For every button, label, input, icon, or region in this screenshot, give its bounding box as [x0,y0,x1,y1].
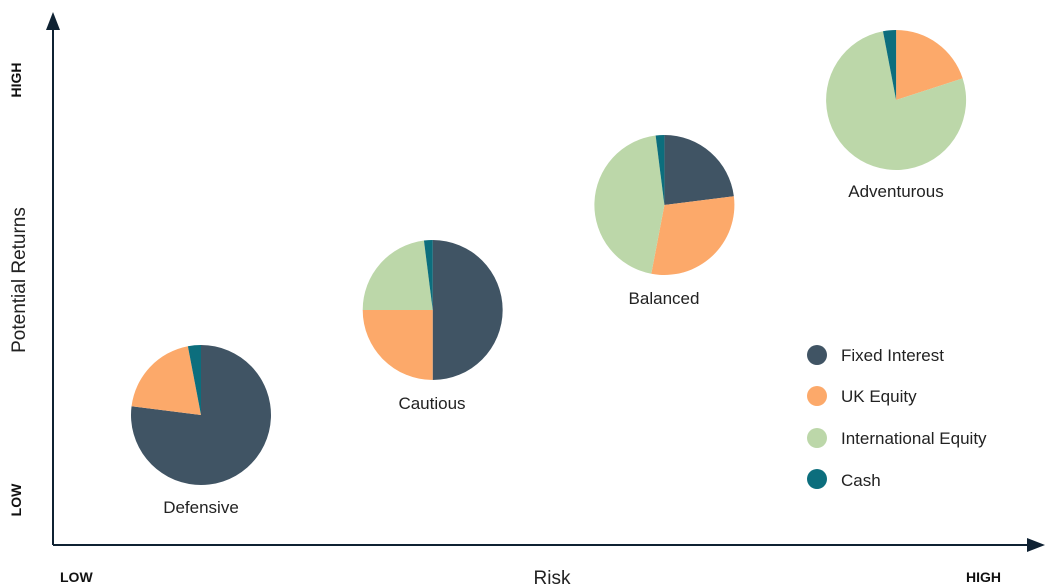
pie-adventurous [826,30,967,171]
pie-slice-balanced-international-equity [594,135,665,274]
legend-label-uk-equity: UK Equity [841,387,917,406]
pie-slice-balanced-uk-equity [651,196,735,276]
legend-swatch-fixed-interest [807,345,827,365]
pie-label-defensive: Defensive [163,498,239,517]
pie-slice-cautious-cash [423,240,433,310]
x-axis-low-label: LOW [60,569,93,585]
legend-swatch-uk-equity [807,386,827,406]
pie-slice-adventurous-uk-equity [896,30,963,100]
x-axis-title: Risk [534,568,571,586]
pie-slice-cautious-uk-equity [362,310,433,380]
legend-swatch-cash [807,469,827,489]
pie-cautious [362,240,503,380]
pie-label-adventurous: Adventurous [848,182,943,201]
legend-label-international-equity: International Equity [841,429,987,448]
pie-slice-balanced-cash [655,135,665,205]
x-axis-arrowhead [1027,538,1045,552]
y-axis-arrowhead [46,12,60,30]
pie-slice-cautious-international-equity [362,240,433,310]
pie-slice-adventurous-international-equity [826,31,967,171]
pie-slice-defensive-fixed-interest [130,345,271,485]
pie-slice-cautious-fixed-interest [432,240,503,380]
legend-label-cash: Cash [841,471,881,490]
y-axis-title: Potential Returns [9,207,30,353]
pie-slice-defensive-cash [187,345,201,415]
pie-label-balanced: Balanced [629,289,700,308]
pie-slice-balanced-fixed-interest [664,135,734,205]
y-axis-high-label: HIGH [8,63,24,98]
pie-balanced [594,135,735,276]
pie-defensive [130,345,271,485]
pie-label-cautious: Cautious [398,394,465,413]
legend-label-fixed-interest: Fixed Interest [841,346,944,365]
pie-slice-adventurous-cash [882,30,897,100]
legend-swatch-international-equity [807,428,827,448]
y-axis-low-label: LOW [8,483,24,516]
legend: Fixed Interest UK Equity International E… [807,345,987,490]
pie-slice-defensive-uk-equity [131,346,201,415]
x-axis-high-label: HIGH [966,569,1001,585]
